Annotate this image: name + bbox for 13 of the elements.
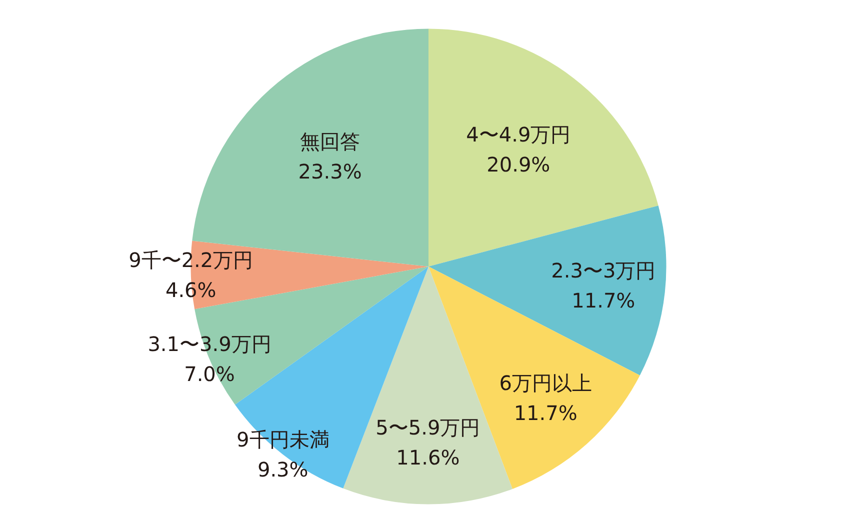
slice-label: 9千円未満 bbox=[236, 428, 330, 452]
slice-label: 6万円以上 bbox=[499, 370, 592, 395]
data-label: 23.3% bbox=[298, 160, 362, 184]
data-label: 11.7% bbox=[514, 400, 578, 425]
slice-label: 2.3〜3万円 bbox=[551, 258, 656, 283]
data-label: 11.7% bbox=[572, 288, 636, 313]
data-label: 20.9% bbox=[486, 152, 550, 177]
data-label: 7.0% bbox=[184, 362, 235, 386]
data-label: 9.3% bbox=[257, 458, 308, 482]
slice-label: 4〜4.9万円 bbox=[466, 122, 571, 147]
slice-label: 5〜5.9万円 bbox=[376, 416, 480, 440]
data-label: 11.6% bbox=[396, 446, 460, 470]
slice-label: 無回答 bbox=[300, 130, 360, 154]
